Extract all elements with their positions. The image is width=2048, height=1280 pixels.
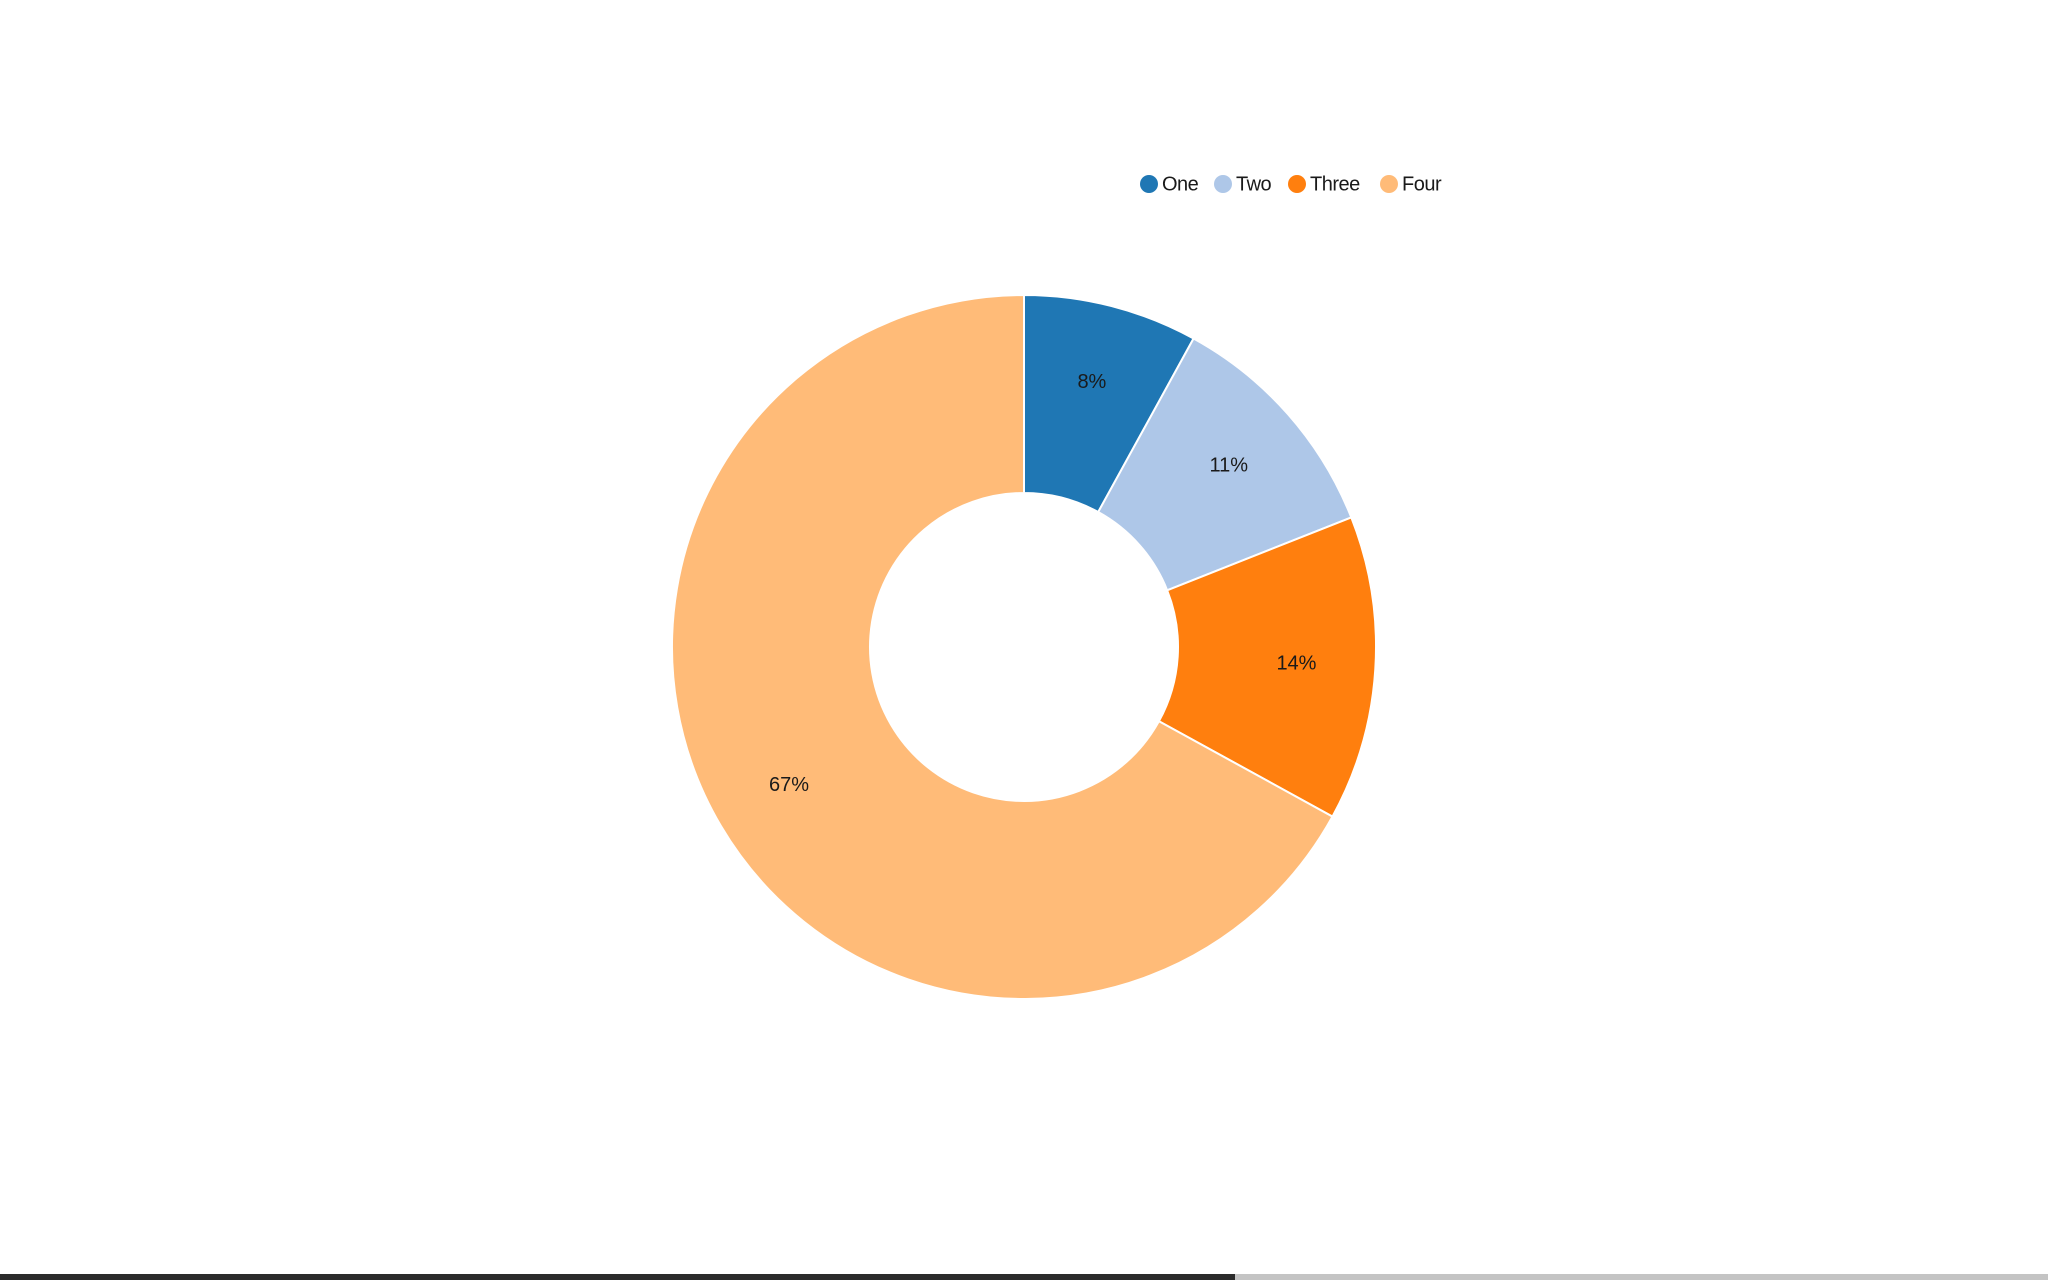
slice-label-two: 11%	[1210, 455, 1249, 477]
slice-label-one: 8%	[1077, 371, 1106, 393]
legend-label-two: Two	[1236, 173, 1272, 195]
legend-item-two[interactable]: Two	[1214, 173, 1272, 195]
legend-swatch-four	[1380, 175, 1398, 193]
slice-label-four: 67%	[769, 774, 809, 796]
legend-label-one: One	[1162, 173, 1199, 195]
legend-label-four: Four	[1402, 173, 1442, 195]
legend-swatch-two	[1214, 175, 1232, 193]
legend-item-one[interactable]: One	[1140, 173, 1199, 195]
progress-bar[interactable]	[0, 1274, 2048, 1280]
legend-swatch-three	[1288, 175, 1306, 193]
legend-item-three[interactable]: Three	[1288, 173, 1361, 195]
legend-swatch-one	[1140, 175, 1158, 193]
legend-item-four[interactable]: Four	[1380, 173, 1442, 195]
slices-layer	[671, 293, 1377, 1000]
slice-label-three: 14%	[1276, 652, 1316, 674]
slice-four[interactable]	[671, 293, 1334, 1000]
slice-two[interactable]	[1096, 337, 1353, 592]
slice-three[interactable]	[1157, 516, 1377, 818]
legend-label-three: Three	[1310, 173, 1360, 195]
slice-labels-layer: 8% 11% 14% 67%	[769, 371, 1317, 796]
legend[interactable]: One Two Three Four	[1140, 173, 1442, 195]
progress-bar-fill	[0, 1274, 1235, 1280]
